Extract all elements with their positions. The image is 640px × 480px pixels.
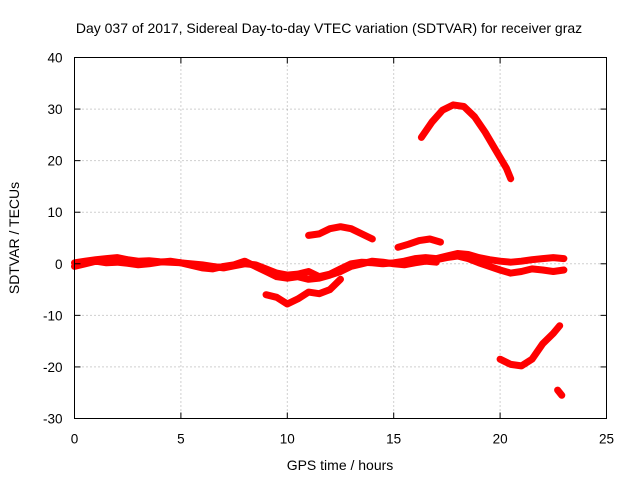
y-tick-label: -10: [43, 308, 63, 323]
tick-labels: 0 5 10 15 20 25 -30 -20 -10 0 10 20 30 40: [43, 51, 614, 447]
y-tick-label: 40: [47, 51, 62, 66]
x-tick-label: 10: [280, 432, 295, 447]
series-arc-small-hump: [394, 235, 444, 251]
series-arc-isolated: [554, 386, 566, 399]
x-tick-label: 25: [599, 432, 614, 447]
x-tick-label: 20: [493, 432, 508, 447]
series-group: [71, 101, 568, 399]
x-axis-label: GPS time / hours: [287, 457, 394, 473]
series-arc-hump: [305, 223, 376, 243]
y-axis-label: SDTVAR / TECUs: [6, 182, 22, 294]
series-arc-evening: [422, 252, 568, 277]
y-tick-label: -30: [43, 412, 63, 427]
y-tick-label: 20: [47, 154, 62, 169]
plot-frame: [74, 57, 607, 419]
x-tick-label: 5: [177, 432, 185, 447]
y-tick-label: 0: [55, 257, 63, 272]
y-tick-label: 10: [47, 205, 62, 220]
ticks: [74, 57, 607, 419]
y-tick-label: -20: [43, 360, 63, 375]
series-arc-dip: [262, 275, 344, 308]
chart-title: Day 037 of 2017, Sidereal Day-to-day VTE…: [76, 20, 582, 36]
series-arc-peak: [417, 101, 515, 183]
x-tick-label: 0: [71, 432, 79, 447]
x-tick-label: 15: [386, 432, 401, 447]
series-arc-trough: [496, 322, 564, 370]
series-arc-baseline-b: [71, 257, 440, 283]
y-tick-label: 30: [47, 102, 62, 117]
